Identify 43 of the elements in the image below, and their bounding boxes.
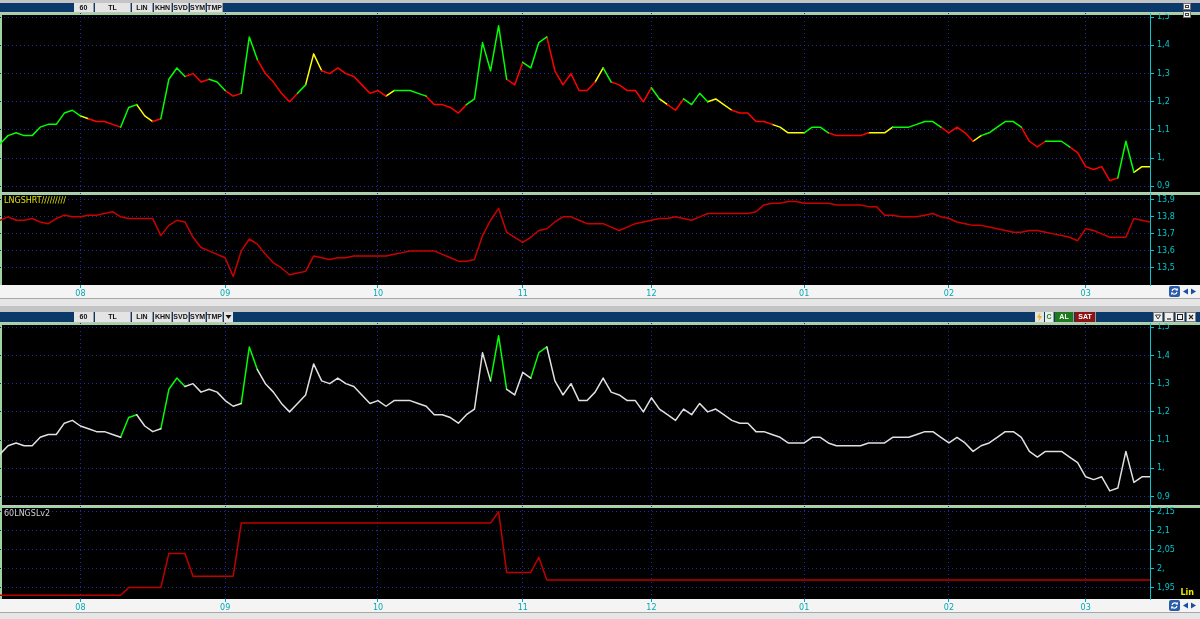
y-tick-label: 1,3 (1157, 378, 1170, 388)
x-tick-label: 09 (220, 288, 231, 298)
y-tick-label: 1,2 (1157, 406, 1170, 416)
y-tick-label: 13,6 (1157, 246, 1175, 255)
y-tick-label: 1,3 (1157, 68, 1170, 78)
x-tick-label: 01 (799, 288, 810, 298)
x-tick-label: 08 (75, 602, 86, 612)
x-tick-label: 10 (372, 288, 384, 298)
y-tick-label: 1,5 (1157, 322, 1170, 332)
y-tick-label: 1,5 (1157, 12, 1170, 22)
x-tick-label: 12 (646, 288, 657, 298)
y-tick-label: 2, (1157, 563, 1165, 573)
y-tick-label: 0,9 (1157, 181, 1170, 191)
y-tick-label: 13,8 (1157, 211, 1175, 221)
y-tick-label: 1,4 (1157, 350, 1170, 360)
chart-title: LNGSHRT///////// (4, 196, 66, 206)
y-tick-label: 1,1 (1157, 435, 1170, 445)
y-tick-label: 2,1 (1157, 525, 1170, 535)
x-tick-label: 03 (1080, 602, 1091, 612)
x-tick-label: 08 (75, 288, 86, 298)
y-tick-label: 1,95 (1157, 582, 1175, 592)
x-tick-label: 02 (943, 288, 955, 298)
y-tick-label: 1, (1157, 153, 1165, 163)
y-tick-label: 1,1 (1157, 125, 1170, 135)
y-tick-label: 0,9 (1157, 491, 1170, 501)
y-tick-label: 2,05 (1157, 544, 1175, 554)
y-tick-label: 13,9 (1157, 194, 1175, 204)
y-tick-label: 13,7 (1157, 228, 1175, 238)
x-tick-label: 02 (943, 602, 955, 612)
x-tick-label: 03 (1080, 288, 1091, 298)
chart-title: 60LNGSLv2 (4, 509, 51, 519)
y-tick-label: 1, (1157, 463, 1165, 473)
x-tick-label: 09 (220, 602, 231, 612)
y-tick-label: 1,2 (1157, 96, 1170, 106)
x-tick-label: 11 (517, 288, 528, 298)
y-tick-label: 2,15 (1157, 506, 1175, 516)
y-tick-label: 1,4 (1157, 40, 1170, 50)
y-tick-label: 13,5 (1157, 263, 1175, 273)
x-tick-label: 12 (646, 602, 657, 612)
x-tick-label: 10 (372, 602, 384, 612)
x-tick-label: 11 (517, 602, 528, 612)
text: Lin (1180, 588, 1194, 598)
x-tick-label: 01 (799, 602, 810, 612)
